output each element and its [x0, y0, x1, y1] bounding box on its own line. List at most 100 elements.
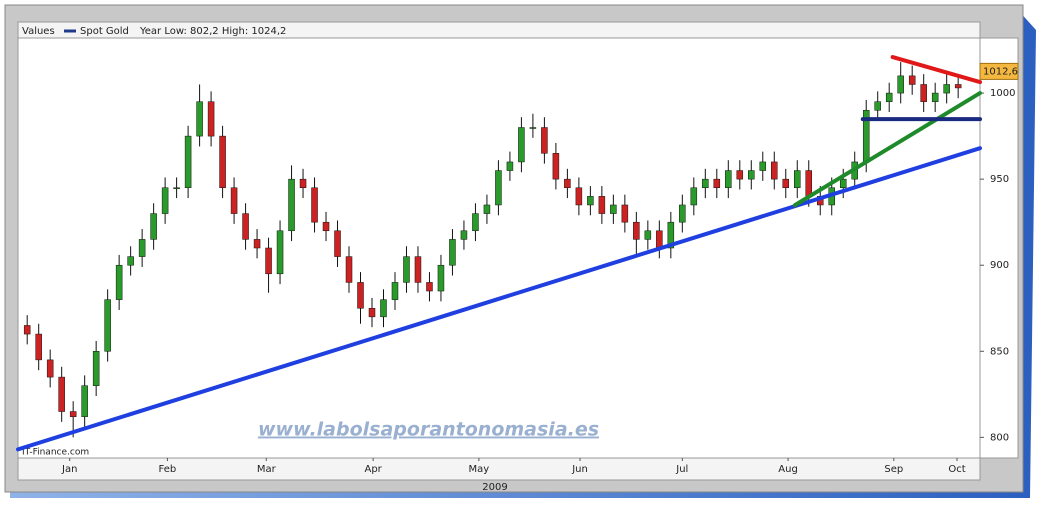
candle-body [518, 127, 525, 163]
candle-body [265, 247, 272, 275]
candle-body [368, 307, 376, 318]
candle-body [334, 230, 341, 257]
x-tick-label: Apr [364, 464, 382, 475]
candle-body [713, 178, 721, 189]
candle-body [931, 92, 939, 102]
x-tick-label: Jul [675, 464, 688, 475]
candle-body [414, 256, 422, 283]
plot-area [17, 37, 981, 459]
y-tick-label: 900 [990, 260, 1009, 271]
x-title: 2009 [482, 482, 507, 493]
candle-body [839, 178, 847, 189]
x-tick-label: Feb [159, 464, 177, 475]
candle-body [426, 282, 433, 292]
trend-line [792, 91, 982, 208]
candle-body [483, 204, 491, 214]
y-tick-label: 800 [990, 432, 1009, 443]
candle-body [610, 204, 617, 214]
x-axis-area [17, 457, 981, 481]
candle-body [35, 333, 42, 361]
candle-body [92, 351, 100, 386]
candle-body [437, 264, 445, 292]
candle-body [679, 204, 686, 223]
candle-body [495, 170, 502, 206]
candle-body [391, 282, 399, 300]
candle-body [196, 101, 203, 137]
x-tick-label: Jan [61, 464, 77, 475]
candle-body [644, 230, 652, 240]
candle-body [908, 75, 916, 85]
candle-body [230, 187, 238, 214]
candle-body [702, 178, 709, 189]
candle-body [943, 84, 950, 94]
candle-body [748, 170, 755, 180]
candle-body [253, 239, 261, 249]
x-tick-label: Sep [884, 464, 903, 475]
candle-body [529, 127, 537, 129]
candle-body [736, 170, 744, 180]
candle-body [322, 221, 330, 232]
candle-body [472, 213, 479, 232]
candle-body [885, 92, 893, 102]
y-tick-label: 1000 [990, 88, 1015, 99]
candle-body [621, 204, 629, 223]
candle-body [759, 161, 767, 171]
candle-body [552, 153, 560, 180]
candle-body [920, 84, 927, 102]
candle-body [173, 187, 180, 190]
candle-body [242, 213, 249, 240]
candle-body [345, 256, 353, 283]
candle-body [207, 101, 215, 137]
x-tick-label: Jun [571, 464, 588, 475]
annotation: Year Low: 802,2 High: 1024,2 [139, 26, 286, 37]
candle-body [725, 170, 732, 189]
source: IT-Finance.com [22, 448, 89, 458]
candle-body [138, 239, 146, 257]
candle-body [380, 299, 387, 318]
trend-line [16, 146, 982, 452]
candle-body [127, 256, 134, 266]
x-tick-label: Aug [778, 464, 798, 475]
candle-body [690, 187, 698, 206]
candle-body [299, 178, 307, 189]
candle-body [184, 135, 192, 189]
x-tick-label: May [469, 464, 490, 475]
candle-body [897, 75, 904, 94]
candle-body [805, 170, 812, 197]
legend-label: Spot Gold [80, 26, 129, 37]
last-price-label: 1012,6 [983, 66, 1018, 77]
candle-body [58, 376, 65, 412]
candle-body [161, 187, 169, 214]
trend-line [890, 55, 982, 85]
candle-body [357, 282, 364, 309]
candle-body [874, 101, 881, 111]
candle-body [541, 127, 548, 154]
candle-body [403, 256, 410, 283]
candle-body [46, 359, 54, 378]
candle-body [23, 325, 31, 335]
candle-body [667, 221, 675, 249]
candle-body [575, 187, 583, 206]
candle-body [656, 230, 663, 249]
candle-body [115, 264, 123, 300]
candle-body [954, 84, 962, 89]
candle-body [311, 187, 318, 223]
last-price-tag [979, 62, 1019, 80]
candle-body [150, 213, 157, 240]
candle-body [219, 135, 226, 189]
y-tick-label: 950 [990, 174, 1009, 185]
candle-body [81, 385, 88, 417]
candle-body [633, 221, 640, 240]
legend-title: Values [22, 26, 55, 37]
y-axis-area [979, 37, 1019, 459]
candle-body [564, 178, 571, 189]
candle-body [288, 178, 295, 232]
candle-body [460, 230, 468, 240]
x-tick-label: Mar [257, 464, 277, 475]
candle-body [598, 196, 606, 214]
candle-body [794, 170, 801, 189]
x-tick-label: Oct [948, 464, 965, 475]
candle-body [276, 230, 284, 275]
